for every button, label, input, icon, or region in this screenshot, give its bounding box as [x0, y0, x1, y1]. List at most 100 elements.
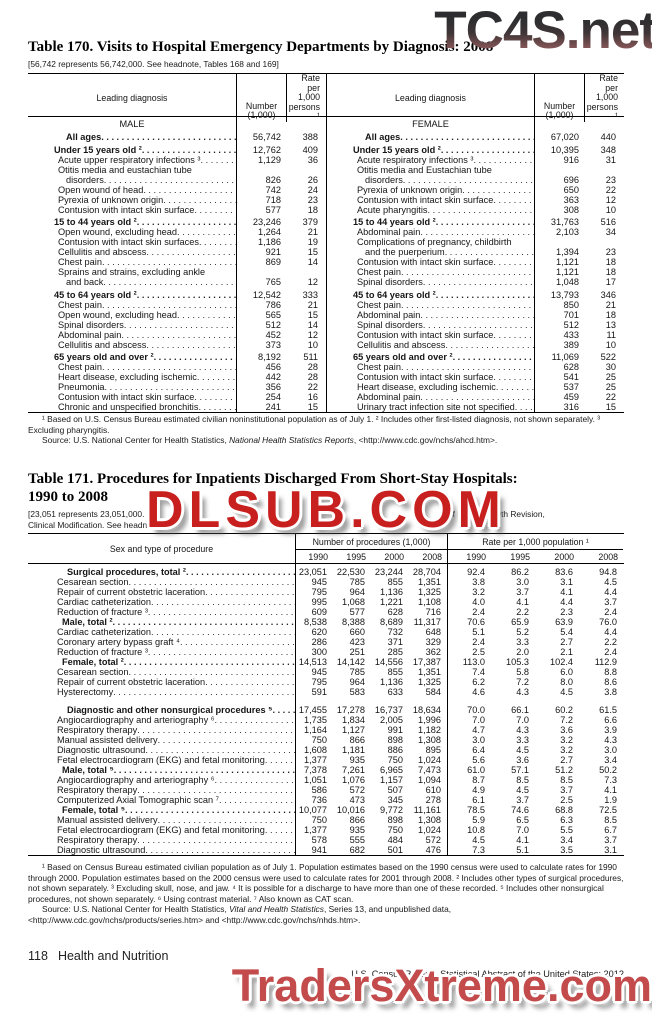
table-row: Cellulitis and abscess37310Cellulitis an… [28, 339, 624, 350]
cell-value: 785 [349, 577, 365, 587]
table-row: Repair of current obstetric laceration79… [28, 587, 624, 597]
cell-value: 61.0 [447, 765, 491, 775]
cell-value: 278 [425, 795, 441, 805]
cell-value: 541 [534, 372, 584, 382]
footnote-text: ¹ Based on U.S. Census Bureau estimated … [28, 414, 601, 435]
cell-value: 577 [236, 204, 286, 215]
cell-value: 6.1 [447, 795, 491, 805]
cell-value: 1,094 [418, 775, 441, 785]
cell-value: 7.0 [447, 715, 491, 725]
cell-value: 23,051 [295, 564, 333, 577]
cell-label: Acute respiratory infections ³ [326, 154, 534, 165]
cell-value: 3.1 [560, 577, 573, 587]
cell-value: 18 [605, 257, 616, 267]
cell-value: 565 [236, 309, 286, 320]
cell-value: 456 [236, 362, 286, 372]
cell-label: Chest pain [326, 299, 534, 310]
cell-value: 362 [425, 647, 441, 657]
cell-value: 8.8 [604, 667, 617, 677]
cell-value: 348 [600, 144, 616, 155]
cell-value: 17,278 [336, 705, 365, 715]
cell-value: 696 [534, 174, 584, 185]
cell-value: 16,737 [374, 705, 403, 715]
cell-value: 5.2 [516, 627, 529, 637]
cell-value: 4.5 [447, 835, 491, 845]
cell-value: 511 [303, 352, 318, 362]
cell-label: and back [28, 277, 236, 287]
cell-value: 1,024 [418, 825, 441, 835]
cell-value: 4.5 [560, 687, 573, 697]
cell-value: 8.7 [447, 775, 491, 785]
cell-value: 7,378 [295, 765, 333, 775]
cell-label: Reduction of fracture ³ [28, 647, 295, 657]
cell-label: Chronic and unspecified bronchitis [28, 402, 236, 412]
table-row: and back765 12 Spinal disorders1,048 17 [28, 277, 624, 287]
cell-value: 2.4 [447, 607, 491, 617]
cell-value: 1,076 [342, 775, 365, 785]
cell-value: 6,965 [380, 765, 403, 775]
year-header: 1990 [308, 552, 328, 562]
cell-label: Cesarean section [28, 667, 295, 677]
cell-value: 995 [295, 597, 333, 607]
cell-value: 2.2 [604, 637, 617, 647]
table-row: Chest pain45628Chest pain62830 [28, 362, 624, 372]
cell-label: Respiratory therapy [28, 835, 295, 845]
cell-value: 522 [600, 352, 616, 362]
cell-value: 583 [349, 687, 365, 697]
cell-value: 3.8 [604, 687, 617, 697]
cell-label: Cellulitis and abscess [28, 247, 236, 257]
cell-label: Heart disease, excluding ischemic [326, 382, 534, 392]
cell-value [286, 267, 326, 277]
cell-label: disorders [326, 174, 534, 185]
table-row: Male, total ²8,538 8,388 8,689 11,317 70.6 65… [28, 617, 624, 627]
cell-value: 5.4 [560, 627, 573, 637]
table-row: Cesarean section945 785 855 1,351 3.8 3.0 3.1 4… [28, 577, 624, 587]
cell-value: 3.7 [560, 785, 573, 795]
cell-value: 1,048 [534, 277, 584, 287]
cell-value: 941 [295, 845, 333, 855]
cell-value: 3.3 [516, 735, 529, 745]
cell-label: Abdominal pain [326, 227, 534, 237]
cell-value: 18 [605, 267, 616, 277]
cell-value: 78.5 [447, 805, 491, 815]
cell-label: Manual assisted delivery [28, 735, 295, 745]
cell-value: 5.6 [447, 755, 491, 765]
cell-value: 620 [295, 627, 333, 637]
cell-value: 3.3 [516, 637, 529, 647]
cell-label: Cellulitis and abscess [326, 339, 534, 350]
cell-label: Fetal electrocardiogram (EKG) and fetal … [28, 825, 295, 835]
cell-value: 23,246 [236, 214, 286, 227]
table-row: Angiocardiography and arteriography ⁶1,0… [28, 775, 624, 785]
cell-value: 51.2 [555, 765, 573, 775]
cell-value: 935 [349, 825, 365, 835]
cell-value: 63.9 [555, 617, 573, 627]
cell-value: 389 [534, 339, 584, 350]
table-row: Diagnostic ultrasound1,608 1,181 886 895 6.4… [28, 745, 624, 755]
cell-value: 4.3 [516, 687, 529, 697]
table-row: Otitis media and eustachian tube Otitis m… [28, 164, 624, 175]
cell-value: 1,308 [418, 735, 441, 745]
cell-value: 8,388 [342, 617, 365, 627]
cell-value: 8.6 [604, 677, 617, 687]
cell-label: 65 years old and over ² [326, 349, 534, 362]
table-row: Computerized Axial Tomographic scan ⁷736… [28, 795, 624, 805]
cell-value: 945 [295, 667, 333, 677]
source-credit: U.S. Census Bureau, Statistical Abstract… [351, 969, 624, 979]
cell-value: 3.4 [560, 835, 573, 845]
year-header: 2000 [554, 552, 574, 562]
table-row: Diagnostic ultrasound941 682 501 476 7.3 5.1 3… [28, 845, 624, 855]
cell-label: Complications of pregnancy, childbirth [326, 237, 534, 247]
cell-value: 31,763 [534, 214, 584, 227]
cell-value: 388 [302, 132, 318, 142]
cell-value: 3.7 [516, 587, 529, 597]
cell-value: 251 [349, 647, 365, 657]
cell-value: 786 [236, 299, 286, 310]
cell-value: 442 [236, 372, 286, 382]
cell-value: 650 [534, 184, 584, 195]
cell-value: 70.0 [447, 697, 491, 715]
table-row: Reduction of fracture ³609 577 628 716 2.4 2.… [28, 607, 624, 617]
cell-value: 3.2 [560, 735, 573, 745]
cell-label: Contusion with intact skin surface [326, 194, 534, 205]
sex-header-row: MALE FEMALE [28, 117, 624, 130]
